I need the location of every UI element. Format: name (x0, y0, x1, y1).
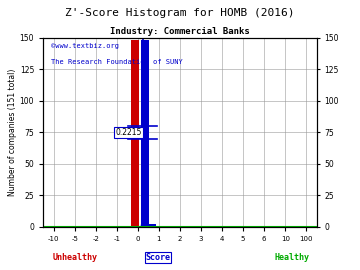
Text: Z'-Score Histogram for HOMB (2016): Z'-Score Histogram for HOMB (2016) (65, 8, 295, 18)
Text: Unhealthy: Unhealthy (52, 253, 97, 262)
Text: Healthy: Healthy (275, 253, 310, 262)
Text: Score: Score (145, 253, 171, 262)
Bar (131, 40, 139, 227)
Text: The Research Foundation of SUNY: The Research Foundation of SUNY (51, 59, 183, 65)
Bar (141, 40, 149, 227)
Bar (148, 224, 156, 227)
Y-axis label: Number of companies (151 total): Number of companies (151 total) (8, 69, 17, 196)
Bar (69, 225, 77, 227)
Text: Industry: Commercial Banks: Industry: Commercial Banks (110, 27, 250, 36)
Text: 0.2215: 0.2215 (115, 128, 141, 137)
Text: ©www.textbiz.org: ©www.textbiz.org (51, 43, 120, 49)
